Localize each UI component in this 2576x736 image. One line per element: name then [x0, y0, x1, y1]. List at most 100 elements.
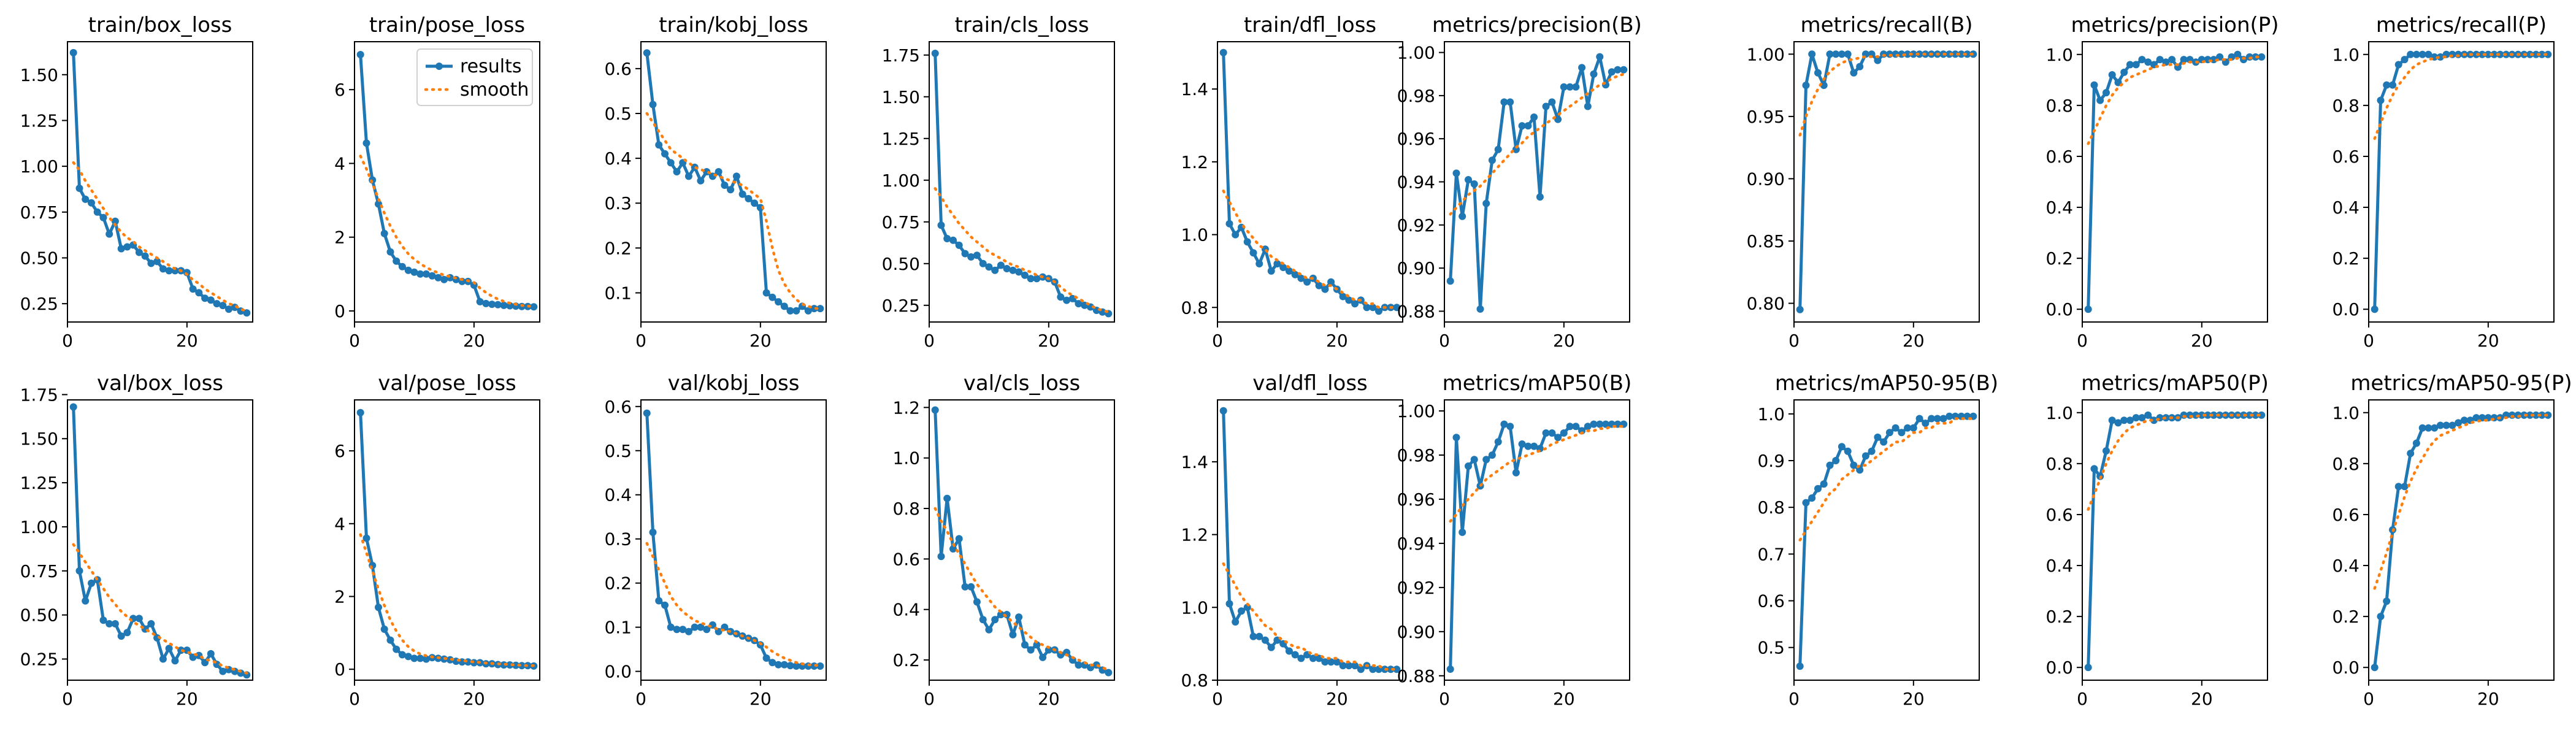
results-point: [2180, 56, 2188, 64]
results-point: [1321, 285, 1329, 293]
results-point: [404, 653, 412, 661]
axes-frame: [1217, 399, 1403, 681]
results-point: [2377, 96, 2385, 104]
results-point: [123, 629, 131, 637]
chart-panel: metrics/recall(B) 0.80 0.85 0.90 0.95 1.00 0 20: [1747, 13, 1980, 351]
y-tick-label: 0.4: [892, 600, 920, 620]
results-point: [482, 299, 490, 307]
axes-frame: [929, 399, 1115, 681]
y-tick-label: 1.2: [1181, 525, 1208, 545]
results-point: [1826, 461, 1834, 469]
results-point: [1512, 469, 1520, 477]
results-point: [219, 302, 227, 310]
results-point: [1267, 267, 1275, 275]
results-point: [2538, 411, 2546, 419]
y-tick-label: 0.8: [2045, 96, 2073, 116]
results-point: [356, 408, 364, 416]
y-tick-label: 1.00: [1747, 44, 1785, 64]
x-tick-label: 0: [62, 689, 73, 709]
results-point: [2436, 53, 2444, 61]
results-point: [380, 229, 388, 237]
results-point: [2245, 411, 2253, 419]
results-point: [1321, 658, 1329, 666]
y-tick-label: 0.8: [892, 499, 920, 519]
results-point: [1548, 98, 1556, 106]
results-point: [117, 245, 125, 253]
y-tick-label: 1.0: [2045, 403, 2073, 423]
y-tick-label: 0: [334, 301, 345, 321]
chart-title: metrics/mAP50-95(B): [1775, 371, 1998, 396]
chart-panel: val/pose_loss 0 2 4 6 0 20: [334, 371, 540, 709]
results-point: [1327, 658, 1335, 666]
results-point: [967, 583, 975, 591]
chart-title: train/box_loss: [88, 13, 232, 37]
results-point: [2090, 465, 2098, 473]
results-point: [991, 616, 999, 624]
results-point: [207, 296, 215, 304]
y-tick-label: 0.5: [1757, 638, 1785, 658]
results-point: [1500, 98, 1508, 106]
y-tick-label: 0.2: [892, 650, 920, 670]
results-point: [2090, 81, 2098, 89]
y-tick-label: 0.94: [1397, 534, 1435, 554]
y-tick-label: 0.6: [2332, 505, 2359, 525]
results-point: [398, 651, 406, 659]
y-tick-label: 1.2: [892, 397, 920, 418]
x-tick-label: 0: [635, 689, 646, 709]
y-tick-label: 0.96: [1397, 129, 1435, 149]
x-tick-label: 0: [2077, 689, 2088, 709]
results-point: [147, 259, 155, 267]
y-tick-label: 0.3: [604, 529, 632, 550]
y-tick-label: 0.50: [20, 605, 58, 626]
chart-title: val/pose_loss: [378, 371, 516, 396]
results-point: [1814, 69, 1822, 77]
results-point: [440, 275, 448, 283]
results-point: [1291, 651, 1299, 659]
results-point: [111, 217, 119, 225]
results-point: [1554, 115, 1562, 123]
results-point: [775, 298, 783, 306]
results-point: [1602, 420, 1609, 428]
results-point: [1542, 429, 1550, 437]
results-point: [1393, 304, 1401, 312]
chart-title: metrics/mAP50(B): [1443, 371, 1632, 396]
results-point: [661, 150, 669, 158]
x-tick-label: 20: [463, 689, 485, 709]
axes-frame: [640, 41, 827, 323]
results-point: [1465, 462, 1472, 470]
results-point: [655, 141, 663, 149]
x-tick-label: 0: [924, 331, 935, 351]
results-point: [2120, 416, 2128, 424]
y-tick-label: 1.2: [1181, 152, 1208, 172]
results-point: [1333, 658, 1341, 666]
results-point: [1345, 296, 1353, 304]
y-tick-label: 0.2: [2045, 248, 2073, 269]
legend-smooth-label: smooth: [460, 79, 529, 101]
smooth-line: [933, 507, 1110, 672]
y-tick-label: 0.92: [1397, 215, 1435, 236]
results-point: [1620, 66, 1628, 74]
results-point: [1375, 307, 1382, 315]
results-point: [2114, 419, 2122, 427]
y-tick-label: 0.75: [882, 212, 920, 232]
results-point: [673, 168, 681, 175]
results-point: [2478, 50, 2486, 58]
results-point: [1033, 275, 1041, 283]
results-point: [1345, 662, 1353, 670]
axes-frame: [354, 41, 540, 323]
results-point: [243, 309, 251, 317]
chart-panel: train/cls_loss 0.25 0.50 0.75 1.00 1.25 1.50 1.…: [882, 13, 1115, 351]
chart-panel: train/dfl_loss 0.8 1.0 1.2 1.4 0 20: [1181, 13, 1403, 351]
y-tick-label: 0.88: [1397, 666, 1435, 686]
y-tick-label: 0.25: [20, 650, 58, 670]
results-point: [165, 267, 173, 275]
results-point: [1273, 260, 1281, 267]
results-point: [2538, 50, 2546, 58]
smooth-line: [359, 533, 535, 667]
results-point: [2371, 664, 2379, 672]
y-tick-label: 1.75: [882, 45, 920, 66]
results-point: [703, 626, 711, 634]
results-point: [153, 258, 161, 266]
results-point: [810, 305, 818, 313]
